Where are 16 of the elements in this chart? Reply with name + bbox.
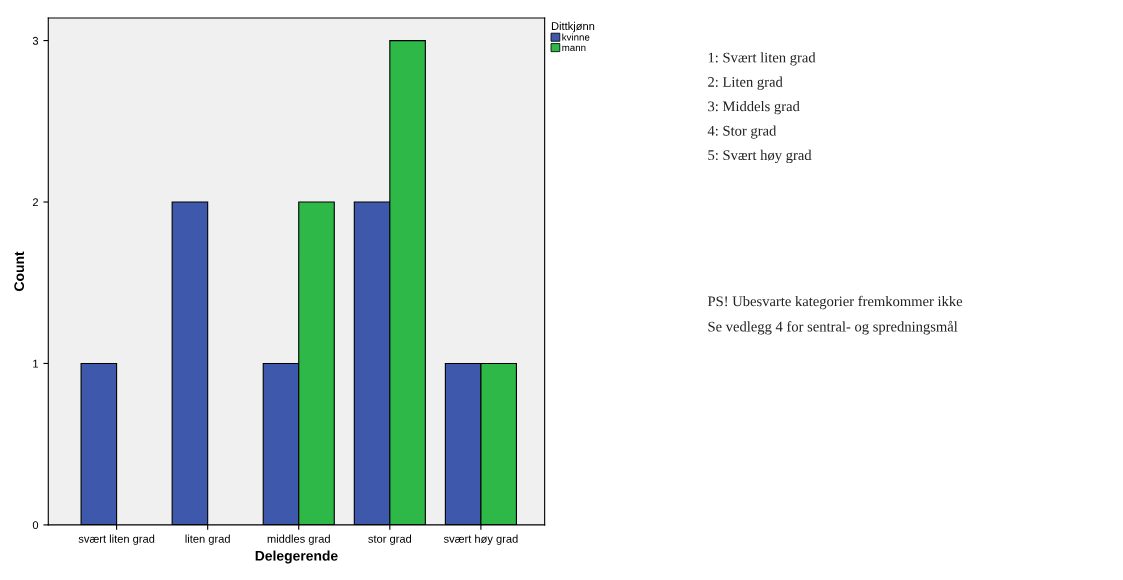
legend-title: Dittkjønn [551, 21, 595, 33]
x-tick-label: middles grad [267, 534, 330, 545]
text: 1: Svært liten grad 2: Liten grad 3: Middels grad 4: Stor grad 5: Svært høy grad [707, 52, 816, 164]
legend-label: kvinne [562, 33, 590, 41]
y-tick-label: 3 [32, 36, 39, 45]
y-tick-label: 2 [32, 198, 39, 207]
legend-label: mann [562, 45, 586, 52]
text: PS! Ubesvarte kategorier fremkommer ikke Se vedlegg 4 for sentral- og spredningsmål [707, 295, 963, 335]
x-tick-label: svært høy grad [443, 534, 518, 545]
y-axis-title: Count [14, 251, 25, 291]
x-tick-label: liten grad [185, 534, 230, 545]
y-tick-label: 1 [33, 359, 39, 368]
x-tick-label: stor grad [368, 534, 412, 545]
x-axis-title: Delegerende [255, 550, 338, 564]
y-tick-label: 0 [32, 521, 39, 530]
x-tick-label: svært liten grad [78, 534, 155, 545]
